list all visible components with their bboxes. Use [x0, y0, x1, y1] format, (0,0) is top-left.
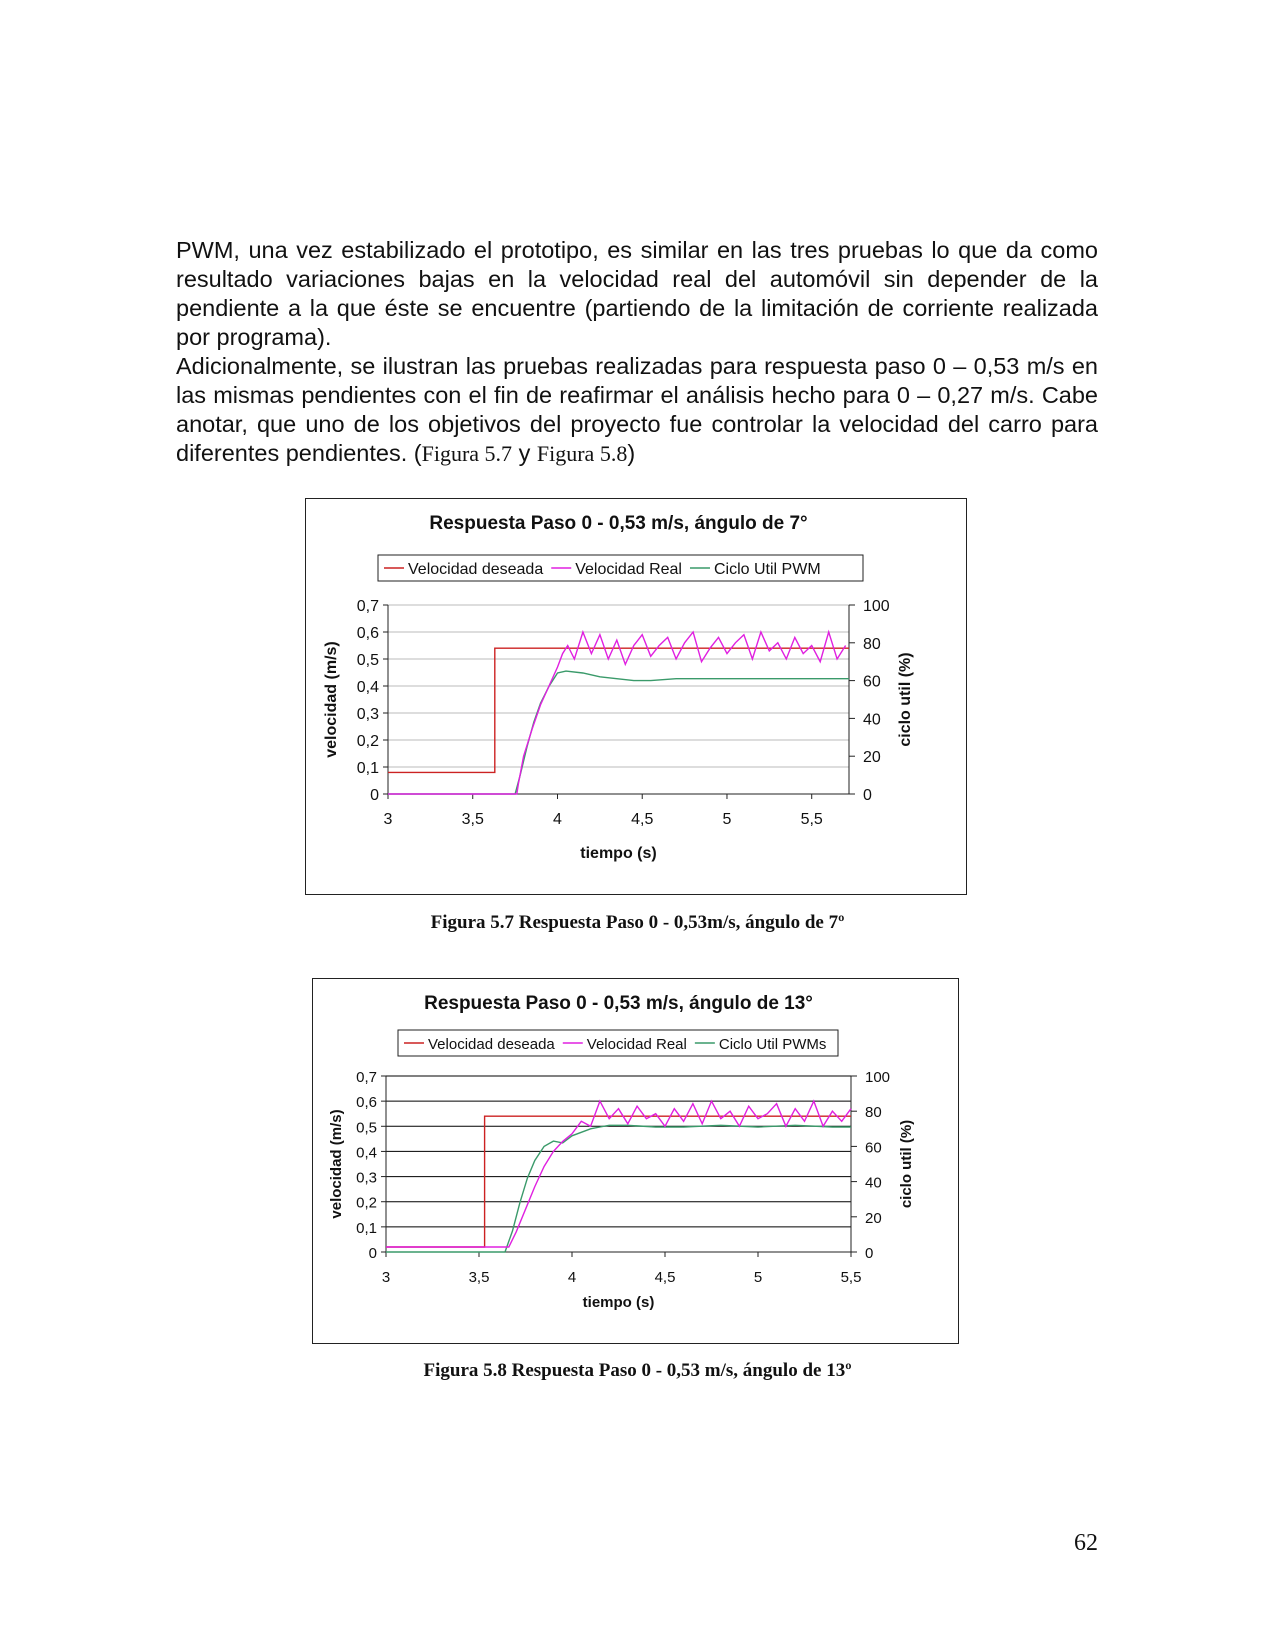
- y-tick-label: 0,1: [357, 760, 379, 777]
- y2-tick-label: 100: [865, 1069, 890, 1086]
- x-axis-label: tiempo (s): [583, 1294, 655, 1311]
- y-tick-label: 0,7: [356, 1069, 377, 1086]
- legend-box: [377, 554, 864, 582]
- series-line-velocidad-deseada: [386, 1115, 851, 1248]
- y2-axis-label: ciclo util (%): [897, 652, 914, 746]
- y-tick-label: 0,4: [357, 679, 379, 696]
- y-tick-label: 0: [369, 1245, 377, 1262]
- y-tick-label: 0,5: [356, 1119, 377, 1136]
- x-tick-label: 3: [384, 811, 393, 828]
- y-axis-label: velocidad (m/s): [323, 641, 340, 757]
- x-tick-label: 3,5: [469, 1269, 490, 1286]
- y-tick-label: 0,7: [357, 598, 379, 615]
- x-axis-label: tiempo (s): [580, 845, 656, 862]
- x-tick-label: 4: [568, 1269, 576, 1286]
- body-paragraph-2: Adicionalmente, se ilustran las pruebas …: [176, 352, 1098, 468]
- series-line-velocidad-deseada: [388, 647, 849, 774]
- y2-tick-label: 60: [863, 674, 881, 691]
- y-tick-label: 0,5: [357, 652, 379, 669]
- y2-tick-label: 0: [865, 1245, 873, 1262]
- chart-title: Respuesta Paso 0 - 0,53 m/s, ángulo de 7…: [429, 513, 807, 534]
- x-tick-label: 4: [553, 811, 562, 828]
- y-tick-label: 0,6: [357, 625, 379, 642]
- chart-svg-angle-13: Respuesta Paso 0 - 0,53 m/s, ángulo de 1…: [328, 993, 915, 1311]
- x-tick-label: 3,5: [462, 811, 484, 828]
- legend-entry: Ciclo Util PWMs: [719, 1036, 827, 1053]
- figure-reference-5-8[interactable]: Figura 5.8: [536, 441, 628, 466]
- y2-tick-label: 20: [863, 749, 881, 766]
- legend-entry: Ciclo Util PWM: [714, 561, 821, 578]
- y2-axis-label: ciclo util (%): [898, 1120, 915, 1208]
- body-paragraph-1: PWM, una vez estabilizado el prototipo, …: [176, 237, 1098, 350]
- series-line-ciclo-util-pwm: [388, 670, 849, 795]
- y-tick-label: 0,3: [357, 706, 379, 723]
- legend-entry: Velocidad Real: [587, 1036, 687, 1053]
- x-tick-label: 3: [382, 1269, 390, 1286]
- y-tick-label: 0,1: [356, 1220, 377, 1237]
- y2-tick-label: 0: [863, 787, 872, 804]
- figure-caption-5-8: Figura 5.8 Respuesta Paso 0 - 0,53 m/s, …: [423, 1360, 852, 1381]
- y-tick-label: 0: [370, 787, 379, 804]
- y2-tick-label: 80: [863, 636, 881, 653]
- x-tick-label: 5,5: [841, 1269, 862, 1286]
- figure-5-7-chart: Respuesta Paso 0 - 0,53 m/s, ángulo de 7…: [305, 498, 967, 895]
- paragraph-2-text: Adicionalmente, se ilustran las pruebas …: [176, 353, 1098, 466]
- chart-svg-angle-7: Respuesta Paso 0 - 0,53 m/s, ángulo de 7…: [323, 513, 914, 862]
- figure-reference-5-7[interactable]: Figura 5.7: [421, 441, 513, 466]
- paragraph-2-conjunction: y: [512, 440, 537, 466]
- series-line-ciclo-util-pwm: [386, 1124, 851, 1253]
- y2-tick-label: 60: [865, 1139, 882, 1156]
- series-line-velocidad-real: [388, 629, 847, 795]
- y2-tick-label: 40: [865, 1175, 882, 1192]
- figure-caption-5-7: Figura 5.7 Respuesta Paso 0 - 0,53m/s, á…: [430, 912, 845, 933]
- y2-tick-label: 40: [863, 711, 881, 728]
- x-tick-label: 4,5: [655, 1269, 676, 1286]
- y2-tick-label: 100: [863, 598, 890, 615]
- y-tick-label: 0,6: [356, 1094, 377, 1111]
- series-line-velocidad-real: [386, 1099, 852, 1248]
- legend-entry: Velocidad Real: [575, 561, 682, 578]
- x-tick-label: 5: [754, 1269, 762, 1286]
- paragraph-2-close: ): [627, 440, 636, 466]
- y-tick-label: 0,2: [357, 733, 379, 750]
- page-number: 62: [1074, 1530, 1098, 1556]
- x-tick-label: 5,5: [801, 811, 823, 828]
- y-axis-label: velocidad (m/s): [328, 1109, 345, 1218]
- chart-title: Respuesta Paso 0 - 0,53 m/s, ángulo de 1…: [424, 993, 813, 1014]
- x-tick-label: 5: [723, 811, 732, 828]
- x-tick-label: 4,5: [631, 811, 653, 828]
- figure-5-8-chart: Respuesta Paso 0 - 0,53 m/s, ángulo de 1…: [312, 978, 959, 1344]
- legend-box: [397, 1029, 839, 1057]
- legend-entry: Velocidad deseada: [408, 561, 543, 578]
- legend-entry: Velocidad deseada: [428, 1036, 555, 1053]
- y-tick-label: 0,2: [356, 1195, 377, 1212]
- y2-tick-label: 80: [865, 1104, 882, 1121]
- y2-tick-label: 20: [865, 1210, 882, 1227]
- y-tick-label: 0,3: [356, 1170, 377, 1187]
- y-tick-label: 0,4: [356, 1144, 377, 1161]
